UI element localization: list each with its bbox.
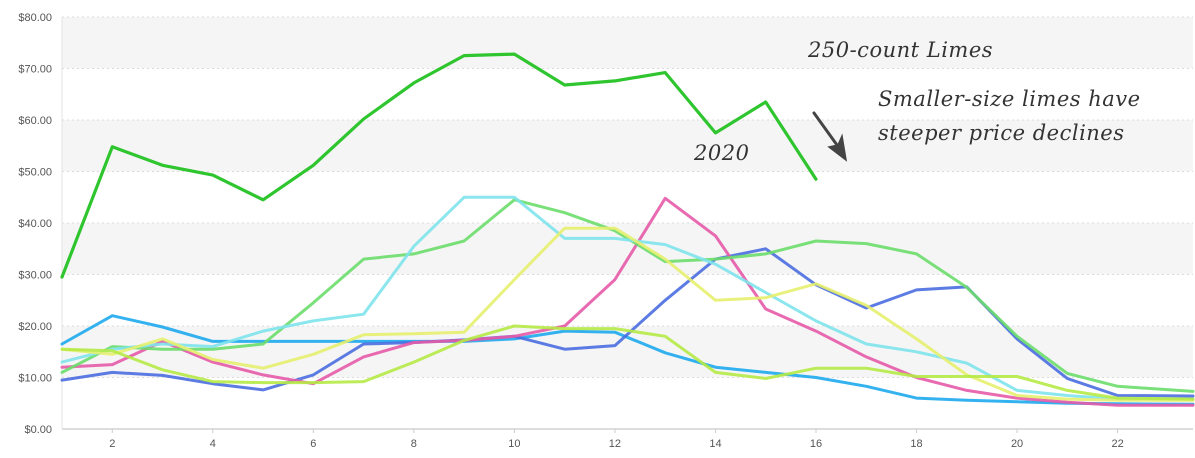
annotation-250-count: 250-count Limes (807, 38, 993, 62)
series-line (60, 52, 818, 279)
grid-bands (62, 17, 1193, 378)
series-line (60, 198, 1195, 393)
x-tick-label: 12 (609, 438, 621, 450)
x-tick-label: 16 (810, 438, 822, 450)
annotation-year: 2020 (693, 141, 749, 165)
annotation-smaller-size-2: steeper price declines (878, 121, 1125, 145)
series-lines (60, 52, 1195, 407)
x-tick-label: 6 (310, 438, 316, 450)
x-axis: 2 4 6 8 10 12 14 16 18 20 22 (61, 17, 1124, 450)
annotations: 250-count Limes Smaller-size limes have … (693, 38, 1141, 165)
series-line (60, 195, 1195, 401)
y-tick-label: $0.00 (24, 424, 52, 436)
y-tick-label: $60.00 (18, 115, 52, 127)
x-tick-label: 22 (1111, 438, 1123, 450)
x-tick-label: 18 (910, 438, 922, 450)
x-tick-label: 4 (210, 438, 216, 450)
y-axis: $0.00 $10.00 $20.00 $30.00 $40.00 $50.00 $60.0… (18, 12, 52, 436)
series-line (60, 226, 1195, 402)
y-tick-label: $10.00 (18, 373, 52, 385)
grid-band (62, 17, 1193, 69)
y-tick-label: $80.00 (18, 12, 52, 24)
x-tick-label: 8 (411, 438, 417, 450)
arrow-icon (812, 111, 848, 162)
series-line (60, 196, 1195, 407)
series-line (60, 324, 1195, 401)
y-tick-label: $20.00 (18, 321, 52, 333)
annotation-smaller-size-1: Smaller-size limes have (878, 87, 1141, 111)
grid-band (62, 120, 1193, 172)
x-tick-label: 20 (1011, 438, 1023, 450)
x-tick-label: 14 (709, 438, 721, 450)
grid-band (62, 223, 1193, 275)
y-tick-label: $30.00 (18, 270, 52, 282)
x-tick-label: 2 (109, 438, 115, 450)
series-line (60, 314, 1195, 406)
y-tick-label: $40.00 (18, 218, 52, 230)
y-tick-label: $50.00 (18, 167, 52, 179)
y-tick-label: $70.00 (18, 64, 52, 76)
gridlines (62, 16, 1193, 430)
x-tick-label: 10 (508, 438, 520, 450)
